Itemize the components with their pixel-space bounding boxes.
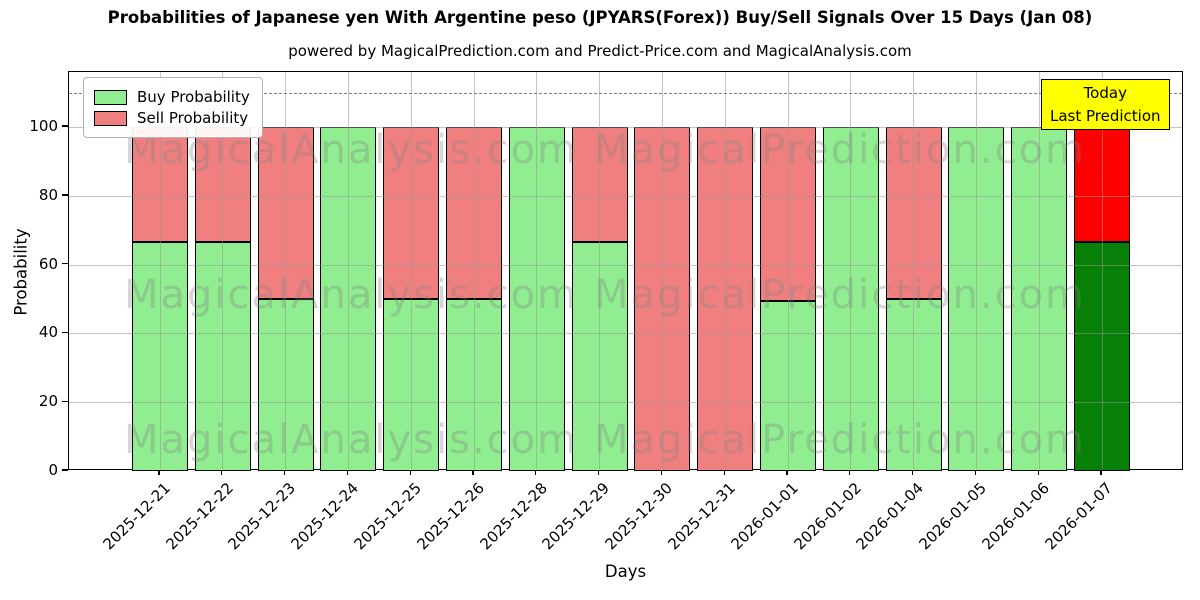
bar-2025-12-29 <box>571 127 628 471</box>
sell-segment-2025-12-31 <box>697 127 754 471</box>
buy-segment-2025-12-24 <box>320 127 377 471</box>
y-tick-mark-80 <box>62 194 68 196</box>
sell-segment-2025-12-30 <box>634 127 691 471</box>
x-tick-mark-2026-01-05 <box>974 470 977 475</box>
buy-segment-2026-01-04 <box>885 299 942 471</box>
x-tick-label-2025-12-26: 2025-12-26 <box>413 479 488 554</box>
x-tick-mark-2025-12-28 <box>535 470 537 475</box>
x-tick-mark-2026-01-07 <box>1100 470 1102 475</box>
sell-segment-2026-01-07 <box>1074 127 1130 242</box>
dashed-threshold-line <box>69 92 1182 94</box>
buy-segment-2026-01-05 <box>948 127 1005 471</box>
legend-item-buy: Buy Probability <box>94 88 250 106</box>
sell-segment-2025-12-21 <box>132 127 188 242</box>
buy-segment-2026-01-07 <box>1074 241 1130 471</box>
bar-2026-01-02 <box>822 127 879 471</box>
buy-segment-2025-12-21 <box>132 241 188 471</box>
sell-segment-2025-12-22 <box>194 127 251 242</box>
y-tick-label-40: 40 <box>38 323 58 342</box>
x-tick-label-2025-12-30: 2025-12-30 <box>601 479 677 554</box>
y-tick-mark-40 <box>62 331 68 334</box>
x-tick-mark-2025-12-26 <box>472 470 474 475</box>
bar-2025-12-25 <box>383 127 440 471</box>
y-tick-mark-100 <box>62 125 68 127</box>
sell-segment-2025-12-29 <box>571 127 628 242</box>
y-tick-label-0: 0 <box>48 461 58 479</box>
legend-label-sell: Sell Probability <box>137 109 249 127</box>
y-tick-mark-20 <box>62 400 68 402</box>
x-tick-mark-2025-12-22 <box>221 470 223 475</box>
chart-title: Probabilities of Japanese yen With Argen… <box>107 8 1093 27</box>
x-tick-mark-2025-12-31 <box>723 470 725 475</box>
x-tick-label-2026-01-06: 2026-01-06 <box>978 479 1053 554</box>
x-tick-mark-2025-12-21 <box>158 470 160 475</box>
sell-segment-2026-01-04 <box>885 127 942 299</box>
bar-2025-12-26 <box>446 127 502 471</box>
bar-2026-01-04 <box>885 127 942 471</box>
legend: Buy Probability Sell Probability <box>83 77 263 138</box>
buy-segment-2026-01-06 <box>1011 127 1068 471</box>
bar-2025-12-21 <box>132 127 188 471</box>
x-tick-mark-2026-01-06 <box>1037 470 1039 475</box>
buy-segment-2025-12-25 <box>383 299 440 471</box>
x-tick-mark-2025-12-30 <box>660 470 663 475</box>
bar-2025-12-22 <box>194 127 251 471</box>
buy-segment-2025-12-26 <box>446 299 502 471</box>
y-tick-label-100: 100 <box>29 117 58 136</box>
sell-segment-2025-12-26 <box>446 127 502 299</box>
bar-2025-12-31 <box>697 127 754 471</box>
today-annotation-line1: Today <box>1083 84 1127 102</box>
x-tick-mark-2026-01-01 <box>786 470 788 475</box>
x-tick-label-2026-01-07: 2026-01-07 <box>1041 479 1116 554</box>
x-tick-label-2025-12-21: 2025-12-21 <box>99 479 174 554</box>
bar-2025-12-30 <box>634 127 691 471</box>
bar-2025-12-28 <box>508 127 565 471</box>
bar-2026-01-07 <box>1074 127 1130 471</box>
x-tick-mark-2025-12-25 <box>409 470 411 475</box>
x-tick-label-2025-12-25: 2025-12-25 <box>350 479 425 554</box>
x-tick-label-2026-01-05: 2026-01-05 <box>915 479 991 554</box>
chart-subtitle: powered by MagicalPrediction.com and Pre… <box>288 42 912 60</box>
buy-segment-2026-01-01 <box>760 300 816 471</box>
bar-2026-01-05 <box>948 127 1005 471</box>
x-tick-label-2025-12-31: 2025-12-31 <box>664 479 739 554</box>
legend-label-buy: Buy Probability <box>137 88 250 106</box>
bar-2026-01-06 <box>1011 127 1068 471</box>
y-tick-label-20: 20 <box>38 392 58 411</box>
bar-2025-12-24 <box>320 127 377 471</box>
y-tick-label-80: 80 <box>38 185 58 204</box>
bar-2026-01-01 <box>760 127 816 471</box>
x-tick-mark-2026-01-02 <box>849 470 851 475</box>
x-tick-label-2026-01-01: 2026-01-01 <box>727 479 802 554</box>
y-tick-mark-60 <box>62 262 68 265</box>
x-axis-label: Days <box>604 562 647 581</box>
y-tick-label-60: 60 <box>38 254 58 273</box>
legend-item-sell: Sell Probability <box>94 109 250 127</box>
sell-swatch-icon <box>94 110 127 126</box>
buy-segment-2025-12-29 <box>571 241 628 471</box>
buy-segment-2025-12-23 <box>257 299 314 471</box>
today-annotation: Today Last Prediction <box>1041 79 1170 130</box>
sell-segment-2025-12-25 <box>383 127 440 299</box>
y-tick-mark-0 <box>62 469 68 471</box>
buy-segment-2025-12-28 <box>508 127 565 471</box>
buy-swatch-icon <box>94 89 127 105</box>
buy-segment-2025-12-22 <box>194 241 251 471</box>
sell-segment-2026-01-01 <box>760 127 816 301</box>
today-annotation-line2: Last Prediction <box>1050 106 1161 125</box>
x-tick-label-2025-12-24: 2025-12-24 <box>287 479 363 554</box>
x-tick-mark-2026-01-04 <box>911 470 914 475</box>
x-tick-mark-2025-12-24 <box>346 470 349 475</box>
x-tick-mark-2025-12-29 <box>597 470 600 475</box>
x-tick-mark-2025-12-23 <box>283 470 286 475</box>
bar-2025-12-23 <box>257 127 314 471</box>
buy-segment-2026-01-02 <box>822 127 879 471</box>
plot-area: Buy Probability Sell Probability Today L… <box>68 71 1183 471</box>
sell-segment-2025-12-23 <box>257 127 314 299</box>
